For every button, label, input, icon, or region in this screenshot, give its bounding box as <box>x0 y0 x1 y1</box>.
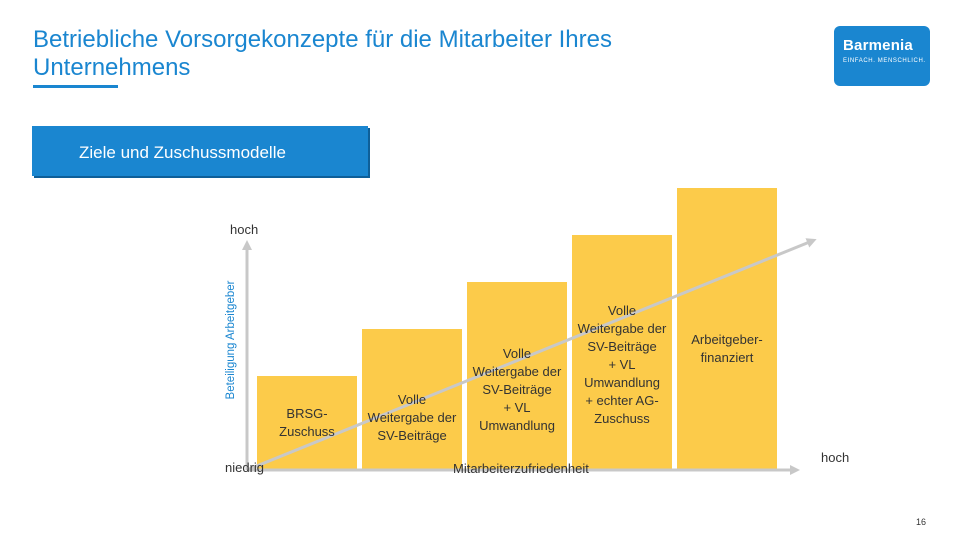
logo-tagline: EINFACH. MENSCHLICH. <box>843 58 926 64</box>
bar-label-line: + VL <box>503 400 531 415</box>
bar-label-line: Umwandlung <box>584 374 660 390</box>
bars-layer <box>257 188 777 470</box>
bar-label-5: Arbeitgeber-finanziert <box>677 331 777 367</box>
trend-arrow <box>246 238 817 472</box>
slide-title: Betriebliche Vorsorgekonzepte für die Mi… <box>33 26 612 81</box>
bar-1 <box>257 376 357 470</box>
bar-label-line: Volle <box>397 391 427 407</box>
y-axis-high-label: hoch <box>230 222 259 237</box>
bar-label-line: Zuschuss <box>594 410 650 426</box>
bar-label-line: Volle <box>502 346 532 361</box>
bar-4 <box>572 235 672 470</box>
section-banner: Ziele und Zuschussmodelle <box>32 126 368 176</box>
bar-2 <box>362 329 462 470</box>
bar-label-1: BRSG- Zuschuss <box>257 405 357 441</box>
bar-label-line: + echter AG- <box>585 392 659 408</box>
x-axis-label: Mitarbeiterzufriedenheit <box>453 461 589 476</box>
x-axis-high-label: hoch <box>821 450 850 465</box>
barmenia-logo: Barmenia EINFACH. MENSCHLICH. <box>834 26 930 86</box>
bar-label-line: finanziert <box>700 350 754 365</box>
bar-label-line: Weitergabe der <box>472 364 562 379</box>
bar-label-line: Weitergabe der <box>577 320 667 336</box>
title-underline <box>33 85 118 88</box>
bar-label-line: Umwandlung <box>479 418 555 433</box>
bar-label-2: Volle Weitergabe der SV-Beiträge <box>362 391 462 445</box>
bar-label-line: SV-Beiträge <box>377 427 447 443</box>
bar-label-4: Volle Weitergabe der SV-Beiträge + VL Umwand… <box>572 302 672 428</box>
y-axis-low-label: niedrig <box>225 460 265 475</box>
bar-5 <box>677 188 777 470</box>
bar-label-line: SV-Beiträge <box>587 338 657 354</box>
bar-label-line: Weitergabe der <box>367 409 457 425</box>
bar-label-line: Zuschuss <box>279 424 335 439</box>
y-axis-label: Beteiligung Arbeitgeber <box>225 280 237 400</box>
bar-label-3: Volle Weitergabe der SV-Beiträge + VL Umwand… <box>467 345 567 435</box>
page-number: 16 <box>916 517 927 527</box>
logo-name: Barmenia <box>843 37 913 54</box>
bar-label-line: BRSG- <box>286 406 328 421</box>
bar-label-line: SV-Beiträge <box>482 382 552 397</box>
bar-label-line: Arbeitgeber- <box>691 332 763 347</box>
bar-label-line: Volle <box>607 302 637 318</box>
bar-label-line: + VL <box>608 356 636 372</box>
bar-3 <box>467 282 567 470</box>
